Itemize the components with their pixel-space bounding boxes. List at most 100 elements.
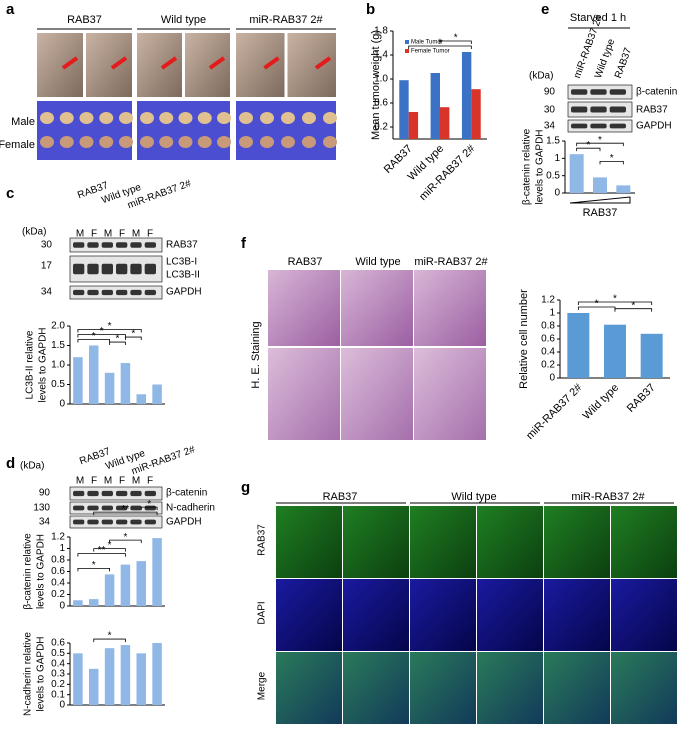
band — [144, 519, 156, 525]
y-tick-label: 0.5 — [546, 170, 560, 181]
band — [101, 505, 113, 511]
lane-label: F — [147, 476, 153, 487]
lane-label: F — [91, 476, 97, 487]
band — [101, 263, 113, 275]
tumor-photo — [137, 101, 230, 160]
panel-letter: a — [6, 1, 15, 18]
y-tick-label: 0.4 — [541, 347, 555, 358]
row-label: Female — [0, 139, 35, 151]
marker: 34 — [39, 517, 51, 528]
mouse-photo — [287, 33, 336, 97]
band-label: LC3B-II — [166, 270, 200, 281]
y-axis-label: levels to GAPDH — [38, 327, 49, 402]
band — [73, 242, 85, 248]
tumor — [323, 136, 337, 148]
band — [87, 490, 99, 497]
fluorescence-image — [276, 579, 342, 651]
y-tick-label: 0 — [59, 601, 65, 612]
significance: * — [595, 299, 599, 310]
band — [144, 242, 156, 248]
fluorescence-image — [343, 652, 409, 724]
band — [130, 242, 142, 248]
band — [116, 289, 128, 296]
tumor — [40, 112, 54, 124]
mouse-photo — [137, 33, 182, 97]
significance: ** — [122, 504, 130, 515]
bar — [89, 668, 99, 705]
he-image — [268, 348, 340, 440]
y-tick-label: 0 — [59, 700, 65, 711]
bar — [430, 73, 440, 139]
panel-letter: f — [241, 235, 247, 252]
he-image — [414, 270, 486, 346]
row-label: RAB37 — [257, 524, 268, 556]
significance: ** — [98, 545, 106, 556]
column-header: Wild type — [451, 491, 496, 503]
y-tick-label: 0.2 — [374, 122, 388, 133]
y-tick-label: 0.2 — [51, 679, 65, 690]
tumor — [281, 112, 295, 124]
y-tick-label: 0.6 — [51, 566, 65, 577]
band — [571, 89, 588, 95]
y-tick-label: 0.2 — [541, 360, 555, 371]
y-tick-label: 1 — [549, 308, 555, 319]
band — [116, 505, 128, 511]
y-tick-label: 1.2 — [541, 295, 555, 306]
lane-label: RAB37 — [613, 46, 634, 80]
y-tick-label: 1.5 — [546, 136, 560, 147]
significance-bracket — [77, 553, 126, 557]
y-tick-label: 0.4 — [51, 658, 65, 669]
tumor — [260, 136, 274, 148]
arrow — [61, 56, 79, 70]
lane-label: M — [132, 229, 140, 240]
tumor-photo — [236, 101, 336, 160]
y-tick-label: 1.0 — [374, 74, 388, 85]
y-axis-label: LC3B-II relative — [25, 330, 36, 399]
bar — [136, 561, 146, 606]
marker: 34 — [41, 287, 53, 298]
fluorescence-image — [477, 652, 543, 724]
y-tick-label: 1.4 — [374, 50, 388, 61]
bar — [136, 653, 146, 705]
row-label: DAPI — [257, 601, 268, 624]
arrow — [263, 56, 280, 70]
y-axis-label: levels to GAPDH — [36, 636, 47, 711]
lane-label: M — [76, 229, 84, 240]
tumor — [79, 112, 94, 124]
band — [101, 289, 113, 296]
significance-bracket — [109, 341, 126, 346]
tumor — [99, 136, 114, 148]
y-axis-label: N-cadherin relative — [23, 632, 34, 716]
fluorescence-image — [477, 506, 543, 578]
band — [87, 519, 99, 525]
significance: * — [631, 300, 635, 311]
band-label: β-catenin — [166, 488, 207, 499]
band — [571, 123, 588, 129]
tumor — [178, 136, 193, 148]
panel-letter: d — [6, 455, 15, 472]
tumor — [79, 136, 94, 148]
bar — [593, 177, 607, 193]
significance: * — [613, 294, 617, 305]
fluorescence-image — [544, 579, 610, 651]
wedge — [569, 196, 631, 204]
tumor — [59, 136, 74, 148]
he-image — [341, 348, 413, 440]
y-tick-label: 1.2 — [51, 532, 65, 543]
band — [116, 242, 128, 248]
band — [116, 490, 128, 497]
mouse-photo — [185, 33, 230, 97]
fluorescence-image — [477, 579, 543, 651]
legend-entry: Female Tumor — [411, 49, 450, 55]
significance-bracket — [408, 45, 472, 49]
marker: 90 — [544, 87, 556, 98]
bar — [73, 600, 83, 606]
y-tick-label: 0.8 — [51, 555, 65, 566]
y-tick-label: 0.5 — [51, 379, 65, 390]
significance-bracket — [93, 548, 126, 552]
mouse-photo — [86, 33, 132, 97]
x-tick-label: RAB37 — [625, 382, 658, 415]
arrow — [208, 56, 226, 70]
arrow — [110, 56, 128, 70]
band-label: β-catenin — [636, 87, 677, 98]
